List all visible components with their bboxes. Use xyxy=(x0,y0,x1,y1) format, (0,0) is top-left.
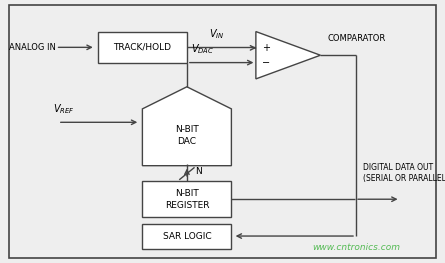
Text: ANALOG IN: ANALOG IN xyxy=(9,43,56,52)
Text: TRACK/HOLD: TRACK/HOLD xyxy=(113,43,171,52)
Text: SAR LOGIC: SAR LOGIC xyxy=(162,231,211,241)
Text: N-BIT
DAC: N-BIT DAC xyxy=(175,125,199,146)
Text: N-BIT
REGISTER: N-BIT REGISTER xyxy=(165,189,209,210)
Text: +: + xyxy=(262,43,270,53)
FancyBboxPatch shape xyxy=(98,32,187,63)
Text: N: N xyxy=(195,167,202,176)
Text: $V_{REF}$: $V_{REF}$ xyxy=(53,102,75,116)
FancyBboxPatch shape xyxy=(9,5,436,258)
Text: −: − xyxy=(262,58,270,68)
Polygon shape xyxy=(142,87,231,166)
Text: COMPARATOR: COMPARATOR xyxy=(327,34,385,43)
Text: www.cntronics.com: www.cntronics.com xyxy=(312,243,400,252)
FancyBboxPatch shape xyxy=(142,181,231,217)
Text: DIGITAL DATA OUT
(SERIAL OR PARALLEL): DIGITAL DATA OUT (SERIAL OR PARALLEL) xyxy=(363,163,445,184)
Text: $V_{DAC}$: $V_{DAC}$ xyxy=(191,42,214,56)
Text: $V_{IN}$: $V_{IN}$ xyxy=(209,27,225,41)
Polygon shape xyxy=(256,32,320,79)
FancyBboxPatch shape xyxy=(142,224,231,249)
